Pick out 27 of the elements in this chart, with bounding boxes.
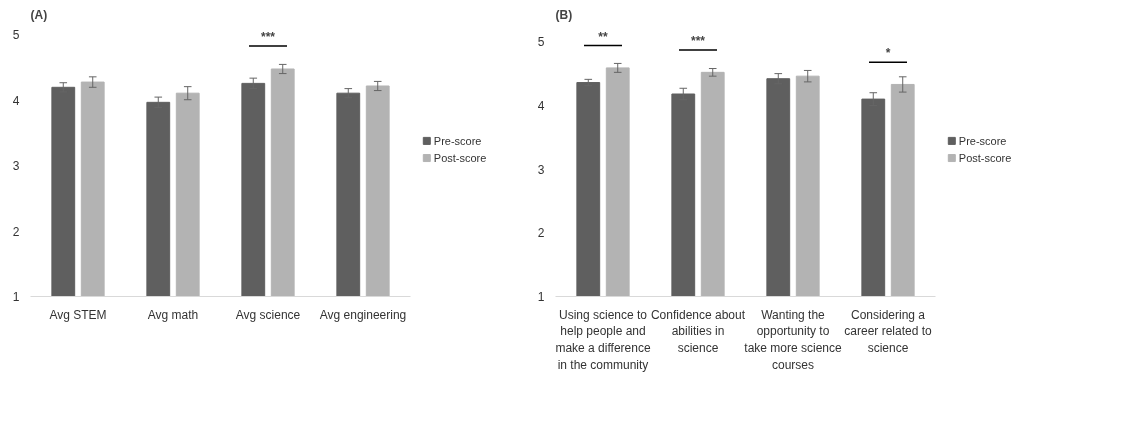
annotation: **	[598, 29, 608, 44]
y-tick-label: 5	[537, 35, 545, 50]
y-tick-label: 4	[537, 98, 545, 113]
legend-label: Pre-score	[433, 134, 482, 147]
chart-title: (A)	[30, 7, 48, 22]
y-tick-label: 5	[12, 28, 20, 43]
y-tick-label: 4	[12, 93, 20, 108]
x-tick-label: Avg engineering	[319, 307, 407, 322]
y-tick-label: 2	[537, 226, 545, 241]
y-tick-label: 2	[12, 224, 20, 239]
x-tick-label: Using science to help people and make a difference in the community	[555, 307, 651, 372]
x-tick-label: Avg math	[147, 307, 199, 322]
x-tick-label: Avg STEM	[49, 307, 107, 322]
legend-label: Post-score	[433, 152, 487, 165]
x-tick-label: Wanting the opportunity to take more science courses	[744, 307, 843, 372]
y-tick-label: 3	[537, 162, 545, 177]
legend-label: Post-score	[958, 152, 1012, 165]
y-tick-label: 3	[12, 159, 20, 174]
annotation: *	[885, 46, 891, 61]
x-tick-label: Avg science	[235, 307, 301, 322]
annotation: ***	[691, 34, 706, 49]
legend-label: Pre-score	[958, 134, 1007, 147]
y-tick-label: 1	[12, 290, 20, 304]
x-tick-label: Considering a career related to science	[844, 307, 933, 356]
chart-title: (B)	[555, 7, 573, 22]
y-tick-label: 1	[537, 290, 545, 304]
annotation: ***	[261, 30, 276, 45]
